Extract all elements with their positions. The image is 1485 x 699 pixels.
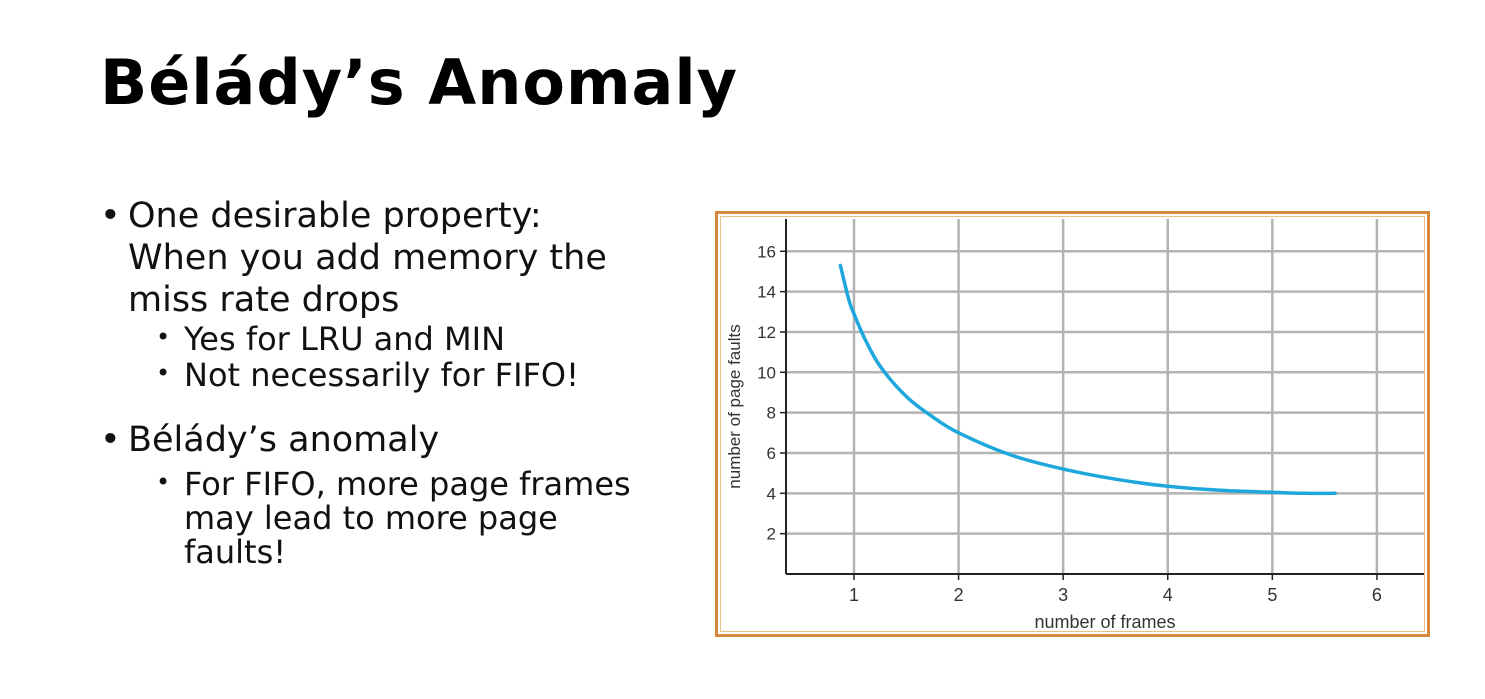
x-tick-label: 1 — [849, 585, 859, 605]
sub-bullet-fifo-faults: • For FIFO, more page frames may lead to… — [156, 467, 690, 569]
sub-bullet-line: faults! — [184, 533, 287, 571]
bullet-line: When you add memory the — [128, 238, 607, 278]
sub-bullet-fifo: • Not necessarily for FIFO! — [156, 357, 690, 393]
sub-bullet-list: • Yes for LRU and MIN • Not necessarily … — [128, 321, 690, 393]
bullet-belady-anomaly: • Bélády’s anomaly • For FIFO, more page… — [100, 419, 690, 569]
page-faults-curve — [838, 263, 1337, 496]
y-tick-label: 8 — [767, 404, 776, 423]
grid-layer — [786, 219, 1424, 574]
bullet-dot: • — [100, 196, 121, 236]
bullet-desirable-property: • One desirable property: When you add m… — [100, 195, 690, 393]
bullet-line: miss rate drops — [128, 280, 400, 320]
y-tick-label: 4 — [767, 484, 776, 503]
x-tick-label: 3 — [1058, 585, 1068, 605]
x-tick-label: 6 — [1372, 585, 1382, 605]
y-tick-label: 16 — [757, 242, 776, 261]
x-tick-label: 5 — [1267, 585, 1277, 605]
sub-bullet-text: Not necessarily for FIFO! — [184, 356, 579, 394]
y-tick-label: 12 — [757, 323, 776, 342]
sub-bullet-line: For FIFO, more page frames — [184, 465, 631, 503]
sub-bullet-line: may lead to more page — [184, 499, 558, 537]
sub-bullet-dot: • — [156, 323, 171, 351]
sub-bullet-list: • For FIFO, more page frames may lead to… — [128, 467, 690, 569]
y-tick-label: 6 — [767, 444, 776, 463]
slide-title: Bélády’s Anomaly — [100, 46, 739, 119]
sub-bullet-lru-min: • Yes for LRU and MIN — [156, 321, 690, 357]
bullet-line: One desirable property: — [128, 196, 542, 236]
y-tick-label: 10 — [757, 363, 776, 382]
sub-bullet-dot: • — [156, 468, 171, 496]
chart-frame: 1 2 3 4 5 6 2 4 6 8 10 12 14 16 number of frames numb… — [715, 211, 1430, 637]
x-tick-label: 4 — [1163, 585, 1173, 605]
x-tick-label: 2 — [954, 585, 964, 605]
y-axis-label: number of page faults — [725, 324, 744, 488]
bullet-dot: • — [100, 420, 121, 460]
bullet-line: Bélády’s anomaly — [128, 420, 440, 460]
y-tick-label: 14 — [757, 283, 776, 302]
bullet-list: • One desirable property: When you add m… — [100, 195, 690, 569]
sub-bullet-text: Yes for LRU and MIN — [184, 320, 506, 358]
axes-layer — [785, 219, 1424, 575]
y-tick-label: 2 — [767, 525, 776, 544]
x-axis-label: number of frames — [1034, 612, 1175, 632]
series-layer — [838, 263, 1337, 496]
sub-bullet-dot: • — [156, 359, 171, 387]
